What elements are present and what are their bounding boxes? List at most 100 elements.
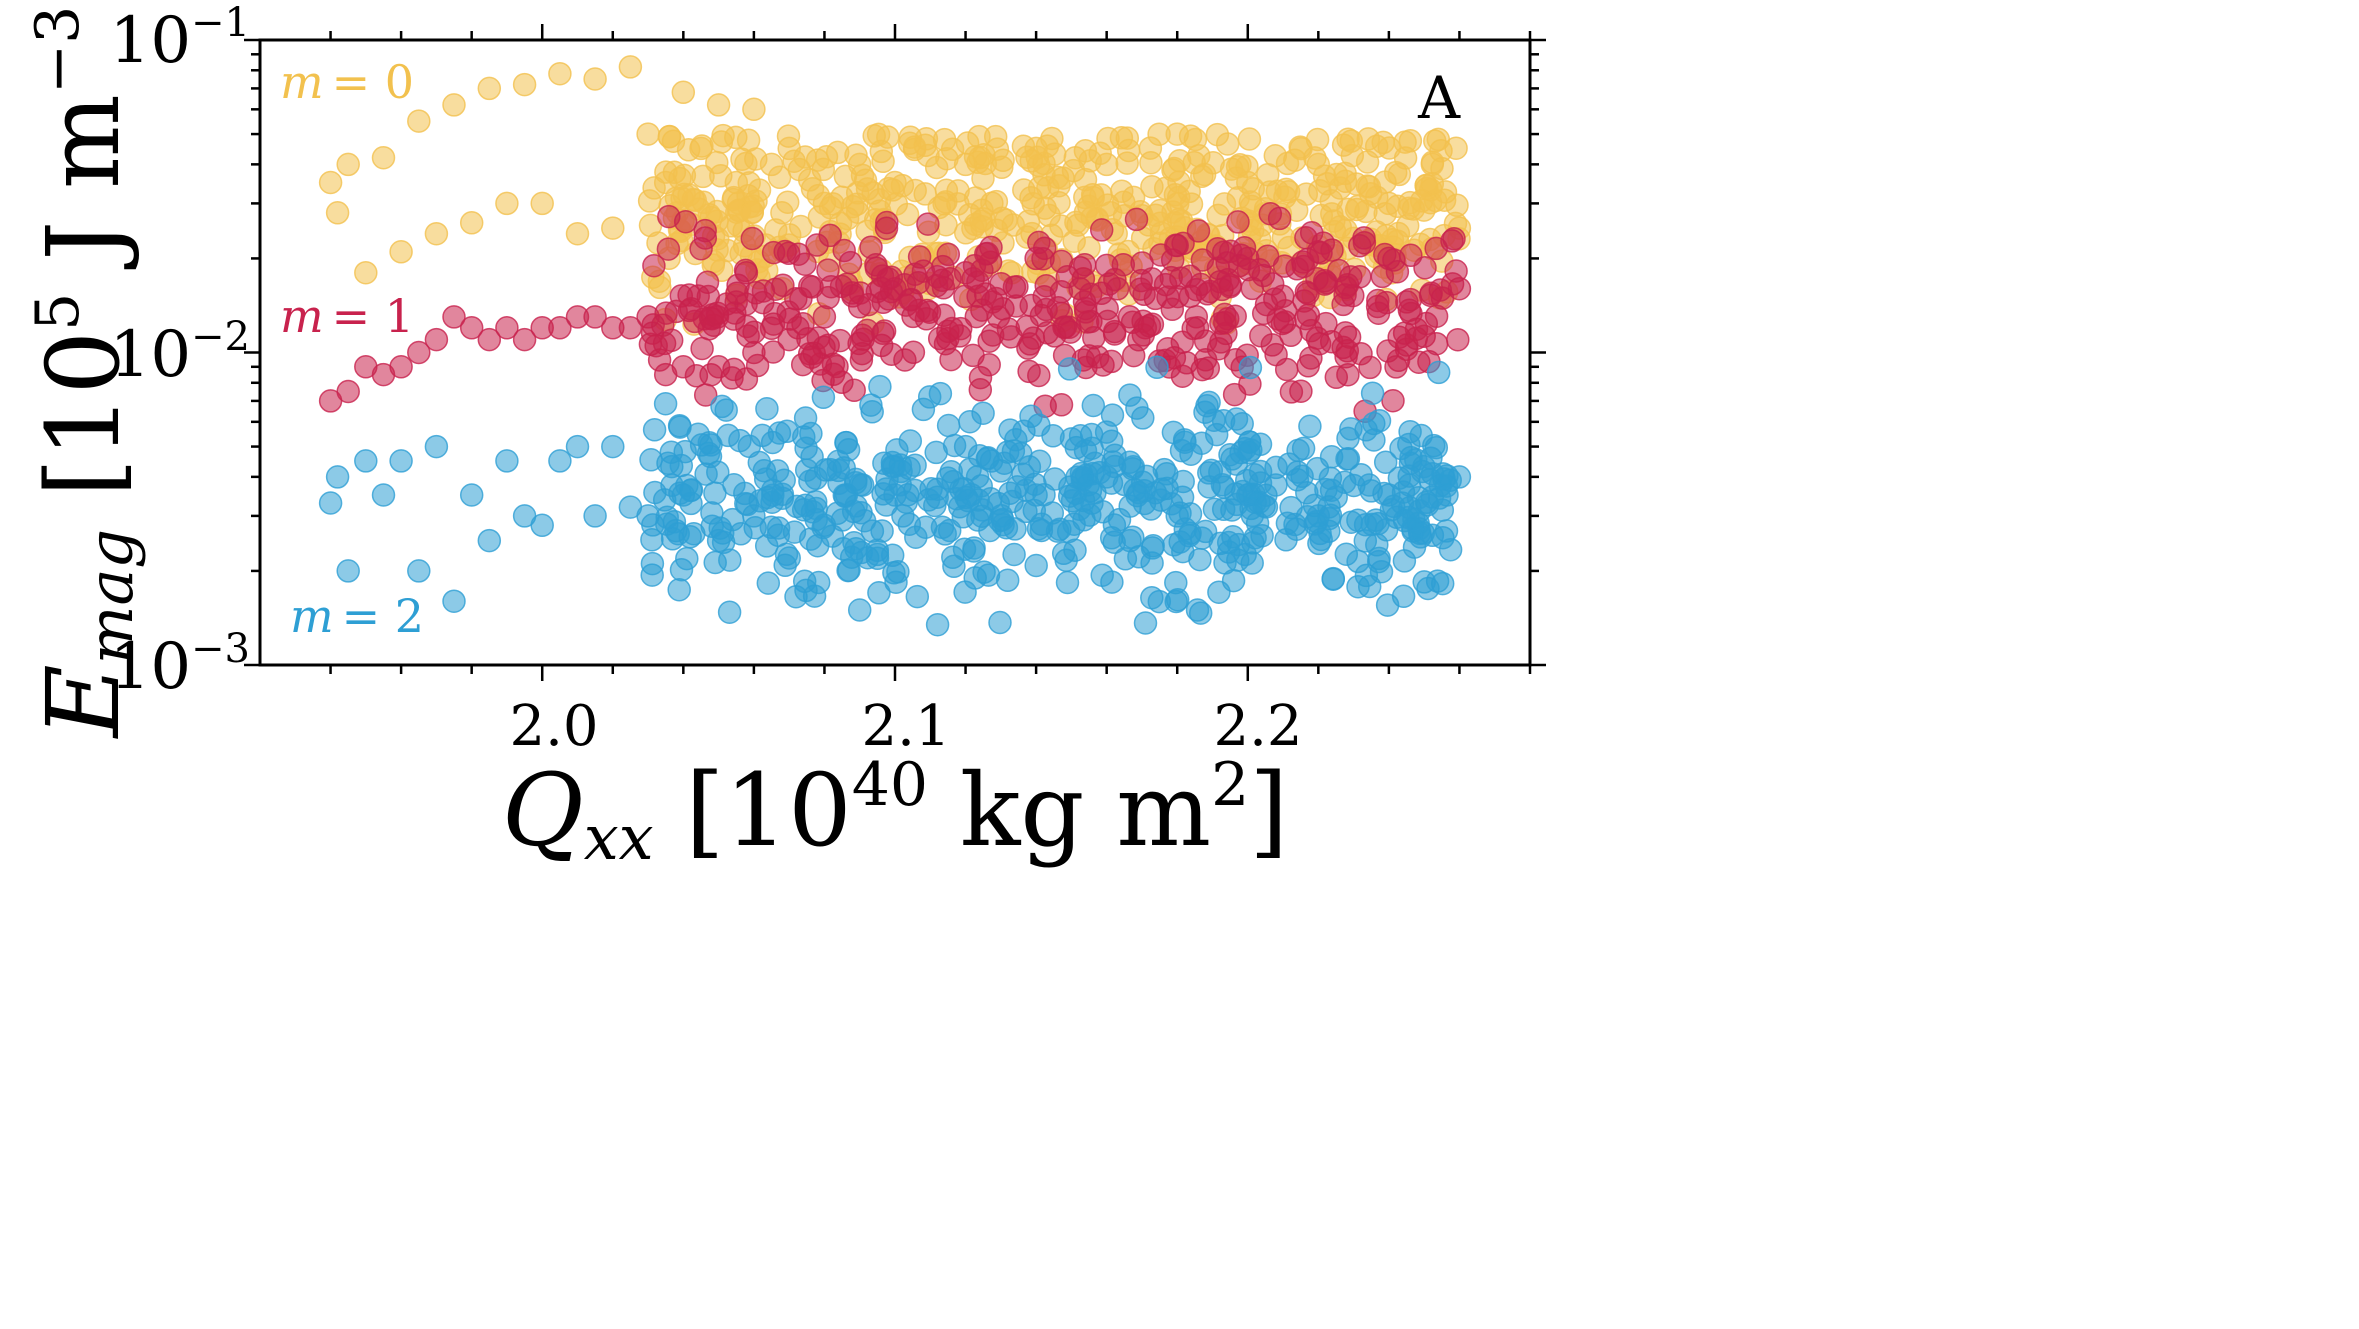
series-0-point: [671, 80, 696, 105]
series-0-point: [844, 143, 868, 167]
series-2-point: [655, 505, 679, 529]
series-0-point: [814, 145, 839, 169]
series-2-point: [1140, 551, 1164, 575]
series-2-point: [848, 472, 873, 497]
series-1-point: [1034, 273, 1058, 298]
series-0-point: [1201, 151, 1225, 175]
series-2-point: [1131, 406, 1155, 430]
series-2-point: [682, 521, 706, 546]
series-1-point: [1089, 281, 1114, 306]
series-1-point: [761, 240, 786, 265]
series-1-point: [669, 284, 694, 308]
series-0-point: [934, 190, 958, 214]
series-2-point: [640, 563, 664, 587]
series-0-point: [1237, 127, 1262, 151]
series-0-point: [788, 214, 813, 239]
series-2-point: [1070, 468, 1095, 492]
series-2-point: [1211, 497, 1236, 522]
series-1-point: [1336, 362, 1360, 387]
series-2-point: [1264, 473, 1288, 497]
series-0-point: [1445, 193, 1469, 218]
series-1-point: [1210, 277, 1234, 302]
series-0-point: [807, 205, 832, 229]
chart-points: [318, 55, 1472, 637]
series-0-point: [740, 200, 764, 224]
series-2-point: [1081, 393, 1106, 418]
series-0-point: [1315, 172, 1339, 196]
series-2-point: [442, 589, 466, 613]
series-2-point: [904, 525, 928, 549]
series-2-point: [1286, 438, 1310, 463]
series-2-point: [1024, 553, 1048, 578]
series-0-point: [690, 134, 714, 158]
series-0-point: [389, 240, 413, 264]
series-1-point: [673, 209, 698, 234]
series-1-point: [1140, 267, 1164, 291]
series-1-point: [459, 316, 484, 340]
series-2-point: [799, 421, 823, 446]
series-0-point: [742, 97, 766, 122]
series-1-point: [477, 327, 502, 352]
series-2-point: [1304, 509, 1329, 534]
series-0-point: [371, 145, 396, 170]
series-2-point: [735, 492, 760, 517]
series-2-point: [958, 457, 982, 481]
series-2-point: [1234, 468, 1259, 493]
series-1-point: [424, 327, 449, 352]
series-2-point: [728, 428, 752, 453]
series-2-point: [942, 433, 967, 458]
series-2-point: [1346, 549, 1370, 574]
series-2-point: [1238, 355, 1263, 380]
series-0-point: [565, 221, 590, 246]
series-1-point: [642, 253, 666, 278]
series-2-point: [1357, 473, 1381, 497]
series-0-point: [709, 164, 733, 188]
series-2-point: [903, 478, 927, 503]
series-0-point: [770, 201, 794, 225]
series-0-point: [1162, 156, 1186, 181]
series-2-point: [755, 396, 779, 421]
series-0-point: [459, 211, 484, 235]
series-0-point: [1095, 193, 1120, 217]
series-0-point: [793, 145, 817, 169]
series-2-point: [653, 391, 678, 416]
series-0-point: [884, 192, 909, 216]
series-1-point: [1226, 210, 1250, 234]
series-2-point: [459, 483, 484, 507]
series-2-point: [642, 418, 667, 442]
series-2-point: [1107, 507, 1132, 532]
series-1-point: [389, 355, 413, 379]
series-2-point: [699, 433, 723, 457]
series-1-point: [1272, 254, 1297, 278]
series-2-point: [770, 486, 795, 510]
series-2-point: [860, 400, 884, 424]
series-1-point: [659, 328, 684, 353]
series-2-point: [1057, 357, 1082, 381]
series-1-point: [1299, 346, 1323, 370]
series-2-point: [669, 557, 694, 582]
series-2-point: [1420, 523, 1445, 548]
series-2-point: [905, 584, 930, 609]
series-1-point: [690, 336, 714, 361]
series-label-m1: m = 1: [280, 289, 414, 343]
series-2-point: [1112, 472, 1137, 497]
series-1-point: [1279, 380, 1304, 404]
series-2-point: [884, 570, 908, 594]
series-2-point: [679, 478, 703, 503]
series-0-point: [1212, 192, 1237, 216]
series-2-point: [565, 434, 590, 459]
series-1-point: [618, 316, 643, 340]
series-2-point: [424, 434, 449, 459]
series-0-point: [442, 93, 466, 117]
series-2-point: [752, 458, 777, 483]
series-1-point: [1178, 284, 1203, 309]
series-2-point: [1336, 426, 1360, 451]
series-2-point: [1369, 559, 1394, 584]
series-2-point: [1121, 525, 1145, 549]
series-2-point: [1100, 570, 1124, 594]
y-axis-title: Emag [105 J m−3]: [23, 0, 147, 739]
series-2-point: [669, 453, 694, 478]
series-0-point: [1430, 156, 1454, 181]
series-2-point: [495, 449, 519, 473]
series-1-point: [812, 305, 837, 329]
